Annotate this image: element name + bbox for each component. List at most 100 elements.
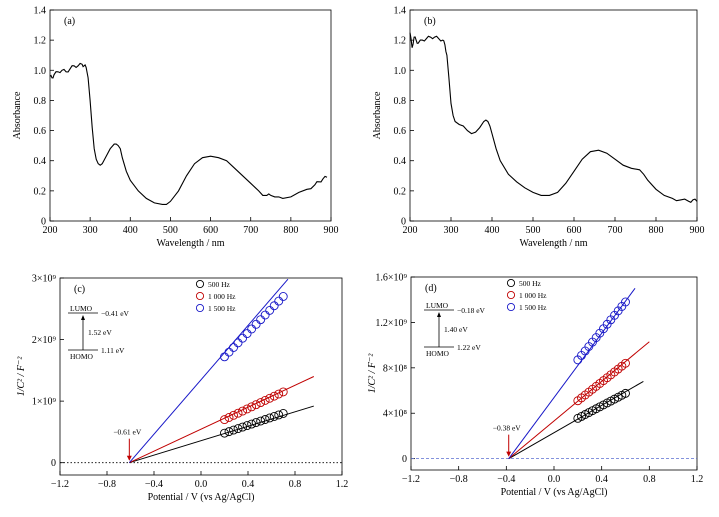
x-axis-label: Potential / V (vs Ag/AgCl) <box>148 492 255 503</box>
data-point <box>224 347 234 357</box>
x-tick-label: −0.8 <box>450 474 468 485</box>
data-point <box>238 422 248 432</box>
x-tick-label: −1.2 <box>402 474 420 485</box>
data-point <box>238 333 248 343</box>
legend-label: 1 000 Hz <box>519 291 547 300</box>
y-axis-label: 1/C² / F⁻² <box>367 353 378 394</box>
x-tick-label: −1.2 <box>51 479 69 490</box>
flatband-label: −0.38 eV <box>493 424 522 433</box>
chart-panel-d: −1.2 −0.8 −0.4 0.0 0.4 0.8 1.2 0 4×10⁸ 8×10⁸ 1.2×1… <box>367 273 703 499</box>
data-point <box>224 427 234 437</box>
data-point <box>220 352 229 362</box>
data-point <box>621 358 630 368</box>
data-point <box>269 412 279 421</box>
legend-marker <box>506 290 516 300</box>
gap-value: 1.52 eV <box>88 328 112 337</box>
y-tick-label: 2×10⁹ <box>32 335 57 346</box>
gap-arrowhead <box>437 312 441 317</box>
data-point <box>233 338 243 348</box>
y-tick-label: 0.2 <box>394 186 407 197</box>
x-tick-label: 500 <box>526 225 541 236</box>
y-tick-label: 0.4 <box>394 156 407 167</box>
y-tick-label: 0.4 <box>34 156 47 167</box>
y-tick-label: 0 <box>41 217 46 228</box>
chart-panel-b: 200 300 400 500 600 700 800 900 0 0.2 0.4 0.6 0.8 1.0… <box>372 6 705 250</box>
data-point <box>256 416 266 426</box>
y-tick-label: 0 <box>402 454 407 465</box>
x-tick-label: 600 <box>567 225 582 236</box>
data-point <box>621 297 630 307</box>
y-tick-label: 0 <box>401 217 406 228</box>
data-point <box>256 398 266 407</box>
x-tick-label: 1.2 <box>691 474 704 485</box>
x-tick-label: 0.0 <box>548 474 561 485</box>
x-tick-label: 0.8 <box>289 479 302 490</box>
flatband-label: −0.61 eV <box>113 428 142 437</box>
data-point <box>251 418 261 427</box>
chart-panel-a: 200 300 400 500 600 700 800 900 0 0.2 0.4 0.6 0.8 1.0… <box>12 6 339 250</box>
data-point <box>247 402 257 412</box>
homo-label: HOMO <box>70 352 94 361</box>
y-tick-label: 4×10⁸ <box>383 409 408 420</box>
x-axis-label: Wavelength / nm <box>156 238 224 249</box>
legend-label: 1 000 Hz <box>208 292 236 301</box>
data-point <box>242 421 252 431</box>
y-tick-label: 1.4 <box>394 6 407 17</box>
data-point <box>229 343 238 352</box>
fit-line <box>129 405 314 464</box>
data-point <box>269 391 279 401</box>
y-axis-label: Absorbance <box>12 91 23 139</box>
data-point <box>274 410 284 420</box>
x-tick-label: 300 <box>444 225 459 236</box>
data-point <box>229 410 238 420</box>
fit-line <box>508 381 644 460</box>
y-tick-label: 0.6 <box>34 126 47 137</box>
data-point <box>278 292 288 301</box>
data-point <box>269 301 279 311</box>
fit-line <box>129 376 315 464</box>
data-point <box>260 310 270 320</box>
x-tick-label: 400 <box>485 225 500 236</box>
x-tick-label: −0.8 <box>98 479 116 490</box>
y-tick-label: 1.0 <box>34 66 47 77</box>
data-point <box>260 395 270 405</box>
x-tick-label: 500 <box>163 225 178 236</box>
data-point <box>265 413 275 423</box>
y-axis-label: 1/C² / F⁻² <box>16 356 27 397</box>
x-tick-label: 200 <box>403 225 418 236</box>
x-tick-label: 900 <box>690 225 705 236</box>
data-point <box>220 428 229 438</box>
legend-marker <box>506 302 516 312</box>
legend-label: 1 500 Hz <box>208 304 236 313</box>
data-point <box>251 319 261 329</box>
spectrum-line <box>49 62 328 205</box>
y-tick-label: 1.2 <box>34 36 47 47</box>
y-tick-label: 1.4 <box>34 6 47 17</box>
x-tick-label: −0.4 <box>497 474 515 485</box>
y-tick-label: 0.2 <box>34 186 47 197</box>
x-tick-label: 0.0 <box>195 479 208 490</box>
y-axis-label: Absorbance <box>372 91 383 139</box>
panel-label: (a) <box>64 16 75 27</box>
data-point <box>265 393 275 403</box>
data-point <box>265 305 275 315</box>
data-point <box>621 388 630 398</box>
panel-label: (b) <box>424 16 436 27</box>
legend-marker <box>195 291 205 301</box>
y-tick-label: 1.2 <box>394 36 407 47</box>
x-tick-label: 900 <box>324 225 339 236</box>
chart-panel-c: −1.2 −0.8 −0.4 0.0 0.4 0.8 1.2 0 1×10⁹ 2×10⁹ 3×10⁹… <box>16 274 348 504</box>
data-point <box>278 408 288 418</box>
fit-line <box>128 278 289 464</box>
y-tick-label: 1.6×10⁹ <box>375 273 407 284</box>
x-tick-label: 1.2 <box>336 479 349 490</box>
y-tick-label: 8×10⁸ <box>383 363 408 374</box>
homo-value: 1.11 eV <box>101 346 125 355</box>
y-tick-label: 0 <box>51 458 56 469</box>
plot-frame <box>409 9 698 222</box>
legend-label: 1 500 Hz <box>519 303 547 312</box>
x-tick-label: 800 <box>283 225 298 236</box>
x-tick-label: 700 <box>608 225 623 236</box>
homo-label: HOMO <box>426 349 450 358</box>
y-tick-label: 0.8 <box>394 96 407 107</box>
